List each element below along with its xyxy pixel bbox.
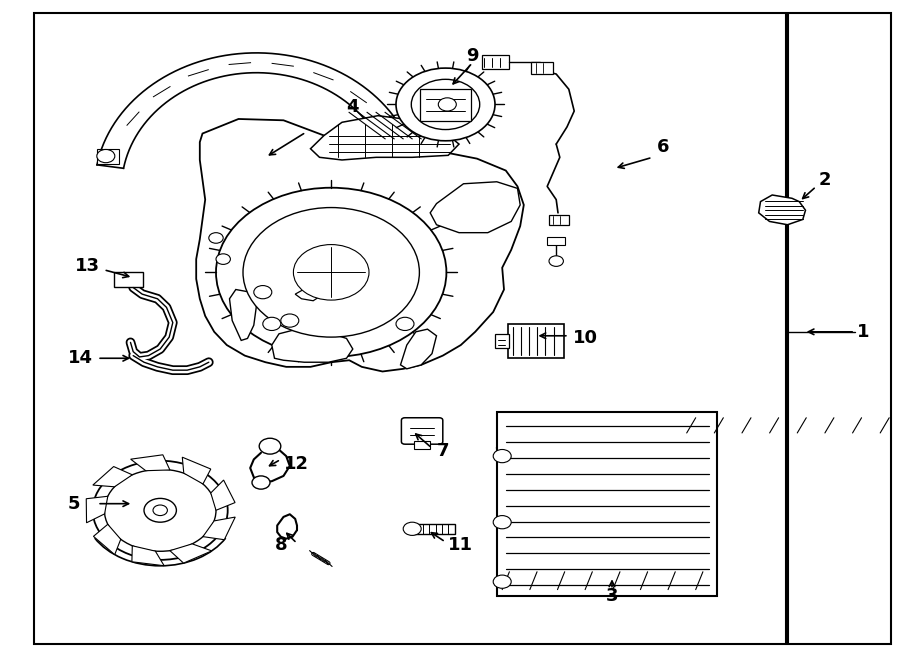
Text: 2: 2	[819, 171, 832, 189]
Bar	[114, 272, 143, 287]
Bar	[547, 237, 565, 245]
Circle shape	[209, 233, 223, 243]
Circle shape	[104, 469, 216, 551]
Bar	[549, 215, 569, 225]
FancyBboxPatch shape	[401, 418, 443, 444]
Bar	[495, 334, 509, 348]
Text: 1: 1	[857, 323, 869, 341]
Polygon shape	[202, 517, 235, 540]
Polygon shape	[130, 455, 170, 471]
Polygon shape	[183, 457, 211, 484]
Circle shape	[93, 461, 228, 560]
Circle shape	[281, 314, 299, 327]
Text: 9: 9	[466, 47, 479, 65]
Polygon shape	[196, 119, 524, 371]
Polygon shape	[132, 546, 164, 566]
Text: 10: 10	[573, 329, 598, 348]
Text: 7: 7	[436, 442, 449, 460]
Bar	[420, 89, 471, 121]
Circle shape	[263, 317, 281, 330]
Polygon shape	[497, 418, 711, 592]
Polygon shape	[86, 496, 108, 523]
Text: 13: 13	[75, 256, 100, 275]
Circle shape	[293, 245, 369, 300]
Circle shape	[252, 476, 270, 489]
Text: 3: 3	[606, 587, 618, 605]
Text: 8: 8	[274, 536, 287, 555]
Circle shape	[153, 505, 167, 516]
Circle shape	[549, 256, 563, 266]
Circle shape	[438, 98, 456, 111]
Polygon shape	[295, 283, 328, 301]
Bar	[97, 149, 120, 164]
Circle shape	[493, 449, 511, 463]
Circle shape	[403, 522, 421, 535]
Bar	[508, 324, 564, 358]
Polygon shape	[211, 480, 235, 510]
Bar	[531, 62, 553, 74]
Circle shape	[493, 575, 511, 588]
Polygon shape	[310, 116, 459, 160]
Polygon shape	[170, 544, 211, 563]
Circle shape	[259, 438, 281, 454]
Polygon shape	[759, 195, 806, 225]
Circle shape	[254, 286, 272, 299]
Circle shape	[243, 208, 419, 337]
Text: 5: 5	[68, 494, 80, 513]
Polygon shape	[94, 524, 121, 555]
Bar	[482, 55, 508, 69]
Text: 6: 6	[657, 137, 670, 156]
Polygon shape	[400, 329, 436, 369]
Circle shape	[97, 149, 115, 163]
Bar	[414, 441, 430, 449]
Polygon shape	[430, 182, 520, 233]
Circle shape	[144, 498, 176, 522]
Bar	[414, 524, 454, 534]
Text: 11: 11	[448, 536, 473, 555]
Circle shape	[396, 317, 414, 330]
Circle shape	[411, 79, 480, 130]
Polygon shape	[93, 467, 132, 486]
Polygon shape	[272, 329, 353, 362]
Bar	[788, 13, 891, 644]
Circle shape	[493, 516, 511, 529]
Text: 12: 12	[284, 455, 309, 473]
Bar	[497, 412, 717, 596]
Circle shape	[216, 254, 230, 264]
Polygon shape	[230, 290, 256, 340]
Text: 4: 4	[346, 98, 359, 116]
Circle shape	[396, 68, 495, 141]
Bar	[34, 13, 786, 644]
Text: 14: 14	[68, 349, 93, 368]
Circle shape	[216, 188, 446, 357]
